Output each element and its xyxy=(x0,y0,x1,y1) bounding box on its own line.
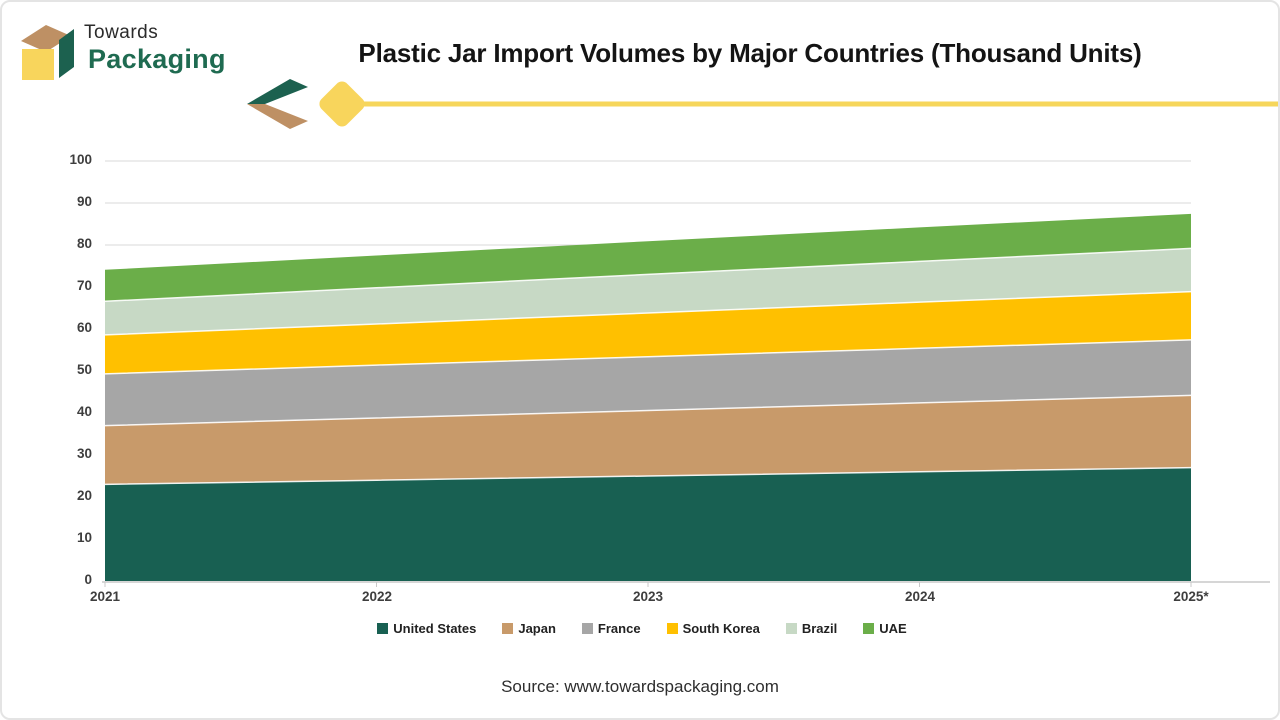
chevron-bottom-icon xyxy=(247,104,308,129)
area-france xyxy=(105,339,1191,426)
legend-swatch xyxy=(863,623,875,634)
y-axis-label: 40 xyxy=(76,404,92,419)
y-axis-label: 70 xyxy=(76,278,92,293)
band-separator xyxy=(104,394,1192,427)
x-axis-label: 2024 xyxy=(904,589,936,604)
page-title: Plastic Jar Import Volumes by Major Coun… xyxy=(358,38,1142,68)
x-axis-label: 2025* xyxy=(1173,589,1209,604)
band-separator xyxy=(104,466,1192,486)
y-axis-label: 20 xyxy=(76,488,92,503)
diamond-icon xyxy=(319,81,365,127)
area-japan xyxy=(105,395,1191,485)
band-separator xyxy=(104,339,1192,375)
band-separator xyxy=(104,247,1192,303)
y-axis-label: 100 xyxy=(69,152,92,167)
legend-swatch xyxy=(377,623,389,634)
y-axis-label: 90 xyxy=(76,194,92,209)
brand-box-icon xyxy=(21,25,74,80)
legend-label: South Korea xyxy=(682,621,760,636)
brand-name-line2: Packaging xyxy=(88,44,226,74)
source-text: Source: www.towardspackaging.com xyxy=(501,677,779,696)
legend-label: Brazil xyxy=(801,621,838,636)
legend-swatch xyxy=(785,623,797,634)
legend-swatch xyxy=(581,623,593,634)
area-south-korea xyxy=(105,291,1191,374)
accent-ribbon xyxy=(247,79,1278,129)
legend: United States Japan France South Korea Brazi… xyxy=(2,621,1278,636)
area-united-states xyxy=(105,467,1191,581)
legend-item-uae: UAE xyxy=(863,621,907,636)
legend-item-united-states: United States xyxy=(377,621,476,636)
chevron-top-icon xyxy=(247,79,308,104)
accent-line xyxy=(342,101,1278,107)
area-brazil xyxy=(105,248,1191,335)
legend-item-brazil: Brazil xyxy=(785,621,838,636)
box-side-face xyxy=(59,29,74,78)
y-axis-label: 50 xyxy=(76,362,92,377)
legend-swatch xyxy=(502,623,514,634)
x-axis-label: 2023 xyxy=(632,589,664,604)
y-axis-label: 0 xyxy=(84,572,92,587)
y-axis-label: 10 xyxy=(76,530,92,545)
y-axis-label: 30 xyxy=(76,446,92,461)
box-front-face xyxy=(22,49,54,80)
legend-item-japan: Japan xyxy=(502,621,556,636)
legend-item-south-korea: South Korea xyxy=(666,621,760,636)
legend-label: Japan xyxy=(518,621,556,636)
band-separator xyxy=(104,290,1192,336)
legend-swatch xyxy=(666,623,678,634)
legend-label: France xyxy=(597,621,641,636)
area-uae xyxy=(105,213,1191,302)
legend-label: United States xyxy=(393,621,477,636)
y-axis-label: 60 xyxy=(76,320,92,335)
legend-label: UAE xyxy=(879,621,907,636)
brand-name-line1: Towards xyxy=(84,22,159,43)
legend-item-france: France xyxy=(581,621,641,636)
box-top-face xyxy=(21,25,71,52)
x-axis-label: 2021 xyxy=(89,589,121,604)
y-axis-label: 80 xyxy=(76,236,92,251)
x-axis-label: 2022 xyxy=(361,589,393,604)
